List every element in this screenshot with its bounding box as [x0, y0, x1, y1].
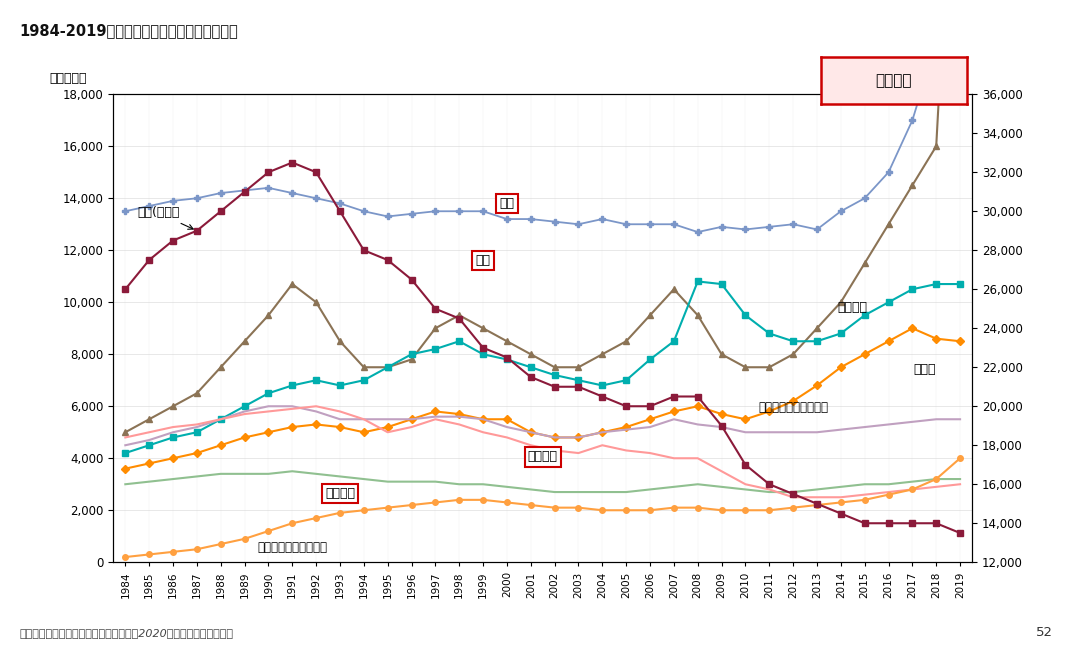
Text: 酒店: 酒店 [475, 254, 490, 267]
Text: 貸切バス: 貸切バス [528, 450, 557, 463]
Text: 海外旅行: 海外旅行 [838, 301, 867, 314]
Text: 国内航空: 国内航空 [325, 487, 355, 500]
Text: 1984-2019年日本休闲娱乐细分市场规模推移: 1984-2019年日本休闲娱乐细分市场规模推移 [19, 23, 239, 38]
Text: 増长領域: 増长領域 [876, 73, 912, 88]
Text: 鉄道: 鉄道 [499, 197, 514, 210]
Text: 旅館(右軸）: 旅館(右軸） [137, 207, 193, 229]
Text: （亿日元）: （亿日元） [49, 72, 86, 85]
Text: 会員制リゾートクラブ: 会員制リゾートクラブ [257, 541, 327, 554]
Text: 52: 52 [1036, 626, 1053, 639]
Text: 旅行業: 旅行業 [913, 363, 935, 376]
Text: 遅園地・テーマパーク: 遅園地・テーマパーク [758, 401, 828, 414]
Text: 资料来源：日本生产性本部《休闲白皮书2020》，野村东方国际证券: 资料来源：日本生产性本部《休闲白皮书2020》，野村东方国际证券 [19, 628, 233, 638]
